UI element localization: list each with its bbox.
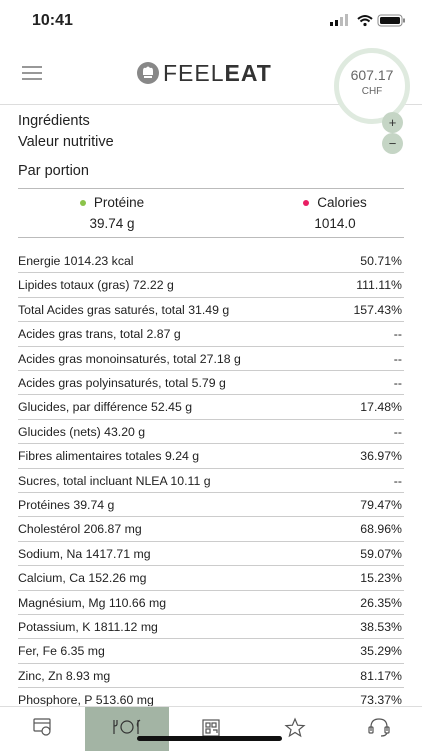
divider: [18, 188, 404, 189]
menu-button[interactable]: [22, 66, 42, 80]
summary-label: Protéine: [93, 195, 145, 210]
nutrient-row: Glucides (nets) 43.20 g --: [18, 420, 404, 445]
nutrient-row: Calcium, Ca 152.26 mg 15.23%: [18, 566, 404, 591]
summary-value: 1014.0: [314, 216, 356, 231]
nutrient-label: Sodium, Na 1417.71 mg: [18, 546, 151, 561]
nutrient-label: Fibres alimentaires totales 9.24 g: [18, 449, 200, 464]
nutrient-row: Acides gras polyinsaturés, total 5.79 g -…: [18, 371, 404, 396]
nutrient-percent: --: [393, 424, 402, 439]
nutrient-label: Phosphore, P 513.60 mg: [18, 693, 154, 706]
tab-menu[interactable]: [113, 719, 141, 734]
nutrient-label: Lipides totaux (gras) 72.22 g: [18, 278, 174, 293]
nutrient-percent: 36.97%: [360, 449, 402, 464]
nutrient-label: Protéines 39.74 g: [18, 498, 115, 512]
balance-currency: CHF: [361, 86, 383, 97]
nutrient-row: Sucres, total incluant NLEA 10.11 g --: [18, 469, 404, 493]
nutrient-label: Fer, Fe 6.35 mg: [18, 644, 105, 659]
nutrient-label: Energie 1014.23 kcal: [18, 254, 134, 268]
nutrient-row: Glucides, par différence 52.45 g 17.48%: [18, 395, 404, 420]
nutrient-label: Acides gras trans, total 2.87 g: [18, 327, 181, 342]
nutrient-percent: --: [393, 327, 402, 342]
summary-item: Calories 1014.0: [255, 195, 415, 231]
summary-item: Protéine 39.74 g: [32, 195, 192, 231]
nutrient-label: Acides gras monoinsaturés, total 27.18 g: [18, 351, 241, 366]
nutrient-label: Sucres, total incluant NLEA 10.11 g: [18, 473, 211, 488]
nutrient-row: Zinc, Zn 8.93 mg 81.17%: [18, 664, 404, 689]
nutrient-percent: 15.23%: [360, 571, 402, 586]
nutrient-label: Glucides, par différence 52.45 g: [18, 400, 193, 415]
nutrient-row: Cholestérol 206.87 mg 68.96%: [18, 517, 404, 542]
nutrient-label: Magnésium, Mg 110.66 mg: [18, 595, 167, 610]
tab-bar: [0, 706, 422, 751]
nutrient-row: Protéines 39.74 g 79.47%: [18, 493, 404, 518]
nutrient-percent: 59.07%: [360, 546, 402, 561]
balance-value: 607.17: [350, 67, 394, 83]
section-title[interactable]: Valeur nutritive: [18, 134, 114, 150]
logo-icon: [137, 62, 159, 84]
nutrient-label: Zinc, Zn 8.93 mg: [18, 668, 111, 683]
nutrient-percent: 50.71%: [360, 254, 402, 268]
brand-bold: EAT: [224, 60, 272, 86]
nutrient-row: Phosphore, P 513.60 mg 73.37%: [18, 688, 404, 706]
divider: [18, 237, 404, 238]
nutrient-label: Acides gras polyinsaturés, total 5.79 g: [18, 376, 226, 390]
nutrient-percent: 79.47%: [360, 498, 402, 512]
summary-value: 39.74 g: [89, 216, 135, 231]
nutrient-row: Potassium, K 1811.12 mg 38.53%: [18, 615, 404, 640]
nutrient-percent: --: [393, 376, 402, 390]
nutrient-row: Fibres alimentaires totales 9.24 g 36.97%: [18, 444, 404, 469]
nutrient-label: Potassium, K 1811.12 mg: [18, 620, 158, 634]
nutrient-label: Calcium, Ca 152.26 mg: [18, 571, 147, 586]
nutrient-row: Acides gras trans, total 2.87 g --: [18, 322, 404, 347]
tab-scan[interactable]: [202, 719, 220, 737]
nutrient-percent: --: [393, 351, 402, 366]
nutrient-percent: 73.37%: [360, 693, 402, 706]
tab-icons: [33, 717, 390, 738]
nutrient-percent: 17.48%: [360, 400, 402, 415]
brand: FEELEAT: [163, 60, 272, 87]
section-title: Par portion: [18, 163, 89, 179]
status-icons: [330, 14, 405, 27]
nutrient-row: Sodium, Na 1417.71 mg 59.07%: [18, 542, 404, 567]
nutrient-percent: --: [393, 473, 402, 488]
nutrient-percent: 157.43%: [353, 302, 402, 317]
status-bar: 10:41: [0, 0, 422, 42]
summary-label: Calories: [317, 195, 367, 210]
nutrient-row: Lipides totaux (gras) 72.22 g 111.11%: [18, 273, 404, 298]
status-time: 10:41: [32, 12, 73, 29]
nutrient-label: Glucides (nets) 43.20 g: [18, 424, 146, 439]
section-title[interactable]: Ingrédients: [18, 113, 90, 129]
tab-wallet[interactable]: [33, 718, 51, 736]
nutrient-row: Acides gras monoinsaturés, total 27.18 g…: [18, 347, 404, 371]
nutrient-percent: 26.35%: [360, 595, 402, 610]
header: FEELEAT 607.17 CHF: [0, 42, 422, 124]
dot: [79, 200, 86, 207]
nutrient-row: Energie 1014.23 kcal 50.71%: [18, 249, 404, 274]
dot: [303, 200, 310, 207]
nutrient-row: Total Acides gras saturés, total 31.49 g…: [18, 298, 404, 323]
nutrient-list: Energie 1014.23 kcal 50.71% Lipides totaux…: [0, 249, 422, 706]
home-indicator: [137, 736, 282, 741]
brand-light: FEEL: [163, 60, 225, 86]
nutrient-label: Total Acides gras saturés, total 31.49 g: [18, 302, 230, 317]
nutrient-percent: 111.11%: [356, 278, 402, 293]
nutrient-row: Fer, Fe 6.35 mg 35.29%: [18, 639, 404, 664]
tab-active-bg: [85, 707, 169, 751]
tab-favorites[interactable]: [284, 717, 306, 738]
nutrient-label: Cholestérol 206.87 mg: [18, 522, 142, 537]
balance-badge[interactable]: 607.17 CHF: [334, 48, 410, 124]
collapse-button[interactable]: −: [382, 133, 403, 154]
expand-button[interactable]: +: [382, 112, 403, 133]
nutrient-percent: 81.17%: [360, 668, 402, 683]
tab-support[interactable]: [368, 718, 390, 737]
nutrient-row: Magnésium, Mg 110.66 mg 26.35%: [18, 591, 404, 615]
nutrient-percent: 38.53%: [360, 620, 402, 634]
nutrient-percent: 68.96%: [360, 522, 402, 537]
nutrient-percent: 35.29%: [360, 644, 402, 659]
